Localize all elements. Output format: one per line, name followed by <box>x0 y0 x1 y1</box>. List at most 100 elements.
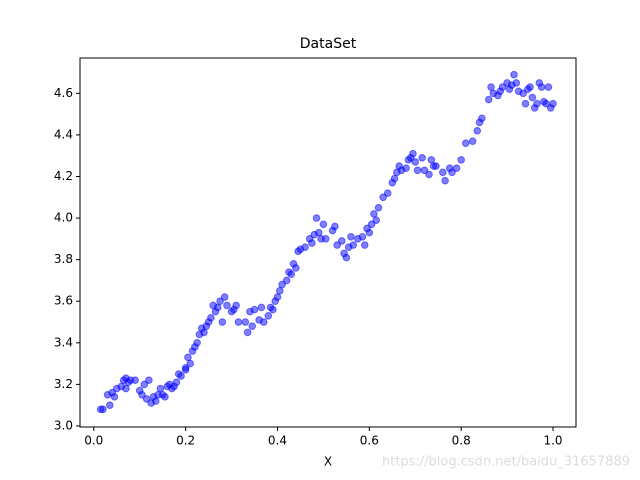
point <box>312 214 321 222</box>
point <box>349 241 358 249</box>
point <box>510 70 518 79</box>
point <box>181 366 190 374</box>
plot-frame <box>79 57 577 428</box>
watermark: https://blog.csdn.net/baidu_31657889 <box>382 455 630 470</box>
point <box>333 241 341 249</box>
point <box>439 168 447 177</box>
point <box>549 99 557 108</box>
point <box>223 301 231 310</box>
point <box>413 166 422 175</box>
point <box>301 243 309 251</box>
x-tick-label: 0.4 <box>268 434 287 448</box>
point <box>275 287 284 295</box>
point <box>234 318 243 326</box>
point <box>131 376 139 385</box>
point <box>427 156 436 164</box>
point <box>264 311 273 320</box>
point <box>177 372 185 380</box>
point <box>360 241 369 249</box>
point <box>383 189 392 197</box>
x-tick-label: 0.8 <box>452 434 471 448</box>
point <box>308 239 316 247</box>
point <box>110 393 119 401</box>
point <box>243 328 252 337</box>
point <box>528 93 537 102</box>
point <box>425 170 433 179</box>
y-tick-label: 4.0 <box>54 211 73 225</box>
y-tick-label: 3.0 <box>54 418 73 432</box>
point <box>519 89 527 98</box>
point <box>448 168 456 177</box>
point <box>411 158 420 166</box>
point <box>478 114 486 123</box>
point <box>269 305 277 314</box>
point <box>521 99 530 108</box>
point <box>441 176 449 185</box>
point <box>273 293 282 301</box>
point <box>287 270 296 279</box>
point <box>367 220 376 229</box>
point <box>390 174 399 183</box>
x-tick-label: 1.0 <box>543 434 562 448</box>
y-tick-label: 4.2 <box>54 169 73 183</box>
point <box>99 405 107 414</box>
point <box>473 126 482 135</box>
point <box>358 232 367 241</box>
point <box>207 314 215 322</box>
y-tick-label: 3.6 <box>54 294 73 308</box>
point <box>140 380 149 389</box>
point <box>432 162 440 170</box>
point <box>186 359 195 368</box>
point <box>145 376 153 385</box>
point <box>337 237 346 245</box>
point <box>232 301 240 310</box>
point <box>220 293 229 301</box>
point <box>213 303 222 312</box>
point <box>257 303 266 312</box>
point <box>142 395 151 403</box>
point <box>218 318 227 326</box>
point <box>138 390 146 399</box>
point <box>526 83 534 91</box>
chart-title: DataSet <box>300 36 357 52</box>
point <box>200 328 208 337</box>
point <box>184 353 192 362</box>
point <box>452 164 461 172</box>
point <box>418 153 426 162</box>
y-tick-label: 3.4 <box>54 335 73 349</box>
x-tick-label: 0.0 <box>84 434 103 448</box>
y-tick-label: 3.8 <box>54 252 73 266</box>
x-tick-label: 0.6 <box>360 434 379 448</box>
point <box>122 384 130 393</box>
point <box>331 222 339 231</box>
y-tick-label: 3.2 <box>54 377 73 391</box>
point <box>259 318 268 326</box>
point <box>370 210 378 218</box>
point <box>282 276 291 285</box>
x-axis-label: X <box>324 455 332 469</box>
point <box>461 139 470 148</box>
point <box>319 220 328 229</box>
point <box>156 384 165 393</box>
point <box>216 297 224 306</box>
point <box>468 137 477 145</box>
point <box>278 280 286 289</box>
point <box>250 305 259 314</box>
point <box>248 322 257 330</box>
point <box>292 264 300 272</box>
point <box>409 149 417 158</box>
point <box>347 232 355 241</box>
x-tick-label: 0.2 <box>176 434 195 448</box>
point <box>315 228 323 237</box>
point <box>321 235 330 243</box>
point <box>487 83 495 91</box>
point <box>161 393 169 401</box>
point <box>241 318 250 326</box>
point <box>379 193 387 202</box>
point <box>537 83 546 91</box>
point <box>420 166 429 175</box>
point <box>457 156 465 164</box>
point <box>106 401 114 409</box>
point <box>484 95 493 104</box>
